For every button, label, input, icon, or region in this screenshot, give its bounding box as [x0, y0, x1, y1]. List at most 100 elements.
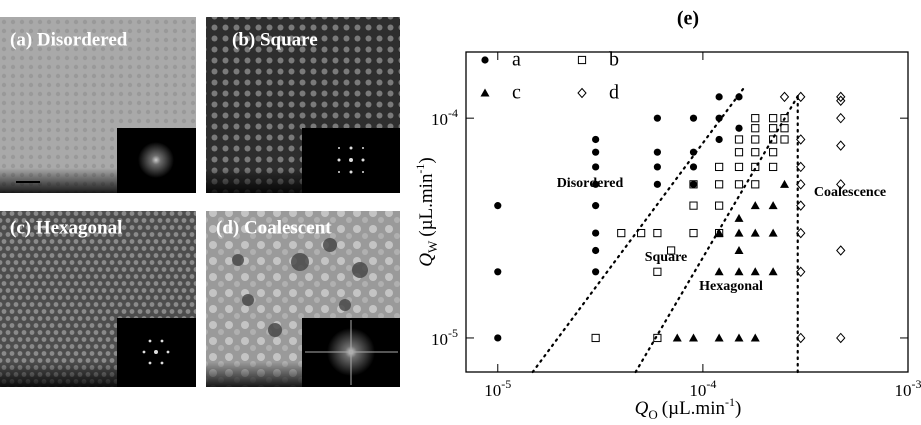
- point: [735, 149, 742, 156]
- figure: (a) Disordered (b) Square (c) Hexagonal …: [0, 0, 921, 425]
- point: [735, 125, 742, 132]
- point: [592, 136, 599, 143]
- legend-label: a: [512, 49, 521, 71]
- point: [716, 181, 723, 188]
- exponent: -1: [413, 164, 427, 174]
- tick-base: 10: [484, 381, 501, 400]
- tick-label: 10-5: [431, 326, 458, 349]
- point: [781, 125, 788, 132]
- point: [716, 163, 723, 170]
- tick-exponent: -4: [706, 377, 716, 391]
- tick-base: 10: [431, 330, 448, 349]
- point: [770, 149, 777, 156]
- point: [592, 268, 599, 275]
- point: [752, 136, 759, 143]
- panel-label: (d) Coalescent: [216, 217, 332, 238]
- point: [716, 136, 723, 143]
- close: ): [416, 157, 437, 163]
- point: [592, 247, 599, 254]
- point: [618, 229, 625, 236]
- point: [735, 246, 744, 254]
- subscript: W: [425, 240, 440, 253]
- point: [592, 163, 599, 170]
- point: [752, 115, 759, 122]
- point: [735, 181, 742, 188]
- close: ): [735, 398, 741, 419]
- chart-title: (e): [677, 8, 699, 30]
- annotation: Hexagonal: [699, 279, 763, 294]
- annotation: Disordered: [557, 176, 624, 191]
- point: [837, 114, 845, 123]
- symbol: Q: [416, 253, 437, 267]
- point: [592, 149, 599, 156]
- panel-label: (c) Hexagonal: [10, 217, 122, 238]
- panel-a: (a) Disordered: [0, 17, 196, 193]
- tick-base: 10: [431, 110, 448, 129]
- point: [781, 136, 788, 143]
- point: [716, 93, 723, 100]
- point: [494, 334, 501, 341]
- point: [752, 181, 759, 188]
- point: [735, 93, 742, 100]
- legend-marker: [481, 56, 488, 63]
- tick-base: 10: [689, 381, 706, 400]
- exponent: -1: [725, 395, 735, 409]
- point: [716, 115, 723, 122]
- panel-label: (a) Disordered: [10, 29, 128, 50]
- point: [654, 115, 661, 122]
- point: [752, 125, 759, 132]
- point: [780, 180, 789, 188]
- tick-base: 10: [895, 381, 912, 400]
- point: [735, 136, 742, 143]
- point: [494, 268, 501, 275]
- point: [735, 267, 744, 275]
- point: [654, 149, 661, 156]
- point: [735, 333, 744, 341]
- panel-d: (d) Coalescent: [206, 211, 400, 387]
- point: [781, 92, 789, 101]
- point: [770, 115, 777, 122]
- point: [735, 214, 744, 222]
- tick-exponent: -4: [448, 106, 458, 120]
- unit: (µL.min: [662, 398, 726, 419]
- point: [690, 202, 697, 209]
- point: [715, 333, 724, 341]
- legend-marker: [481, 89, 490, 97]
- legend-label: c: [512, 82, 521, 104]
- unit: (µL.min: [416, 173, 437, 237]
- point: [837, 333, 845, 342]
- symbol: Q: [635, 398, 649, 419]
- tick-label: 10-4: [431, 106, 458, 129]
- x-axis-label: QO(µL.min-1): [635, 395, 742, 422]
- point: [690, 229, 697, 236]
- point: [716, 202, 723, 209]
- point: [751, 333, 760, 341]
- point: [751, 229, 760, 237]
- point: [592, 229, 599, 236]
- point: [735, 163, 742, 170]
- point: [837, 141, 845, 150]
- tick-exponent: -5: [448, 326, 458, 340]
- point: [689, 333, 698, 341]
- point: [592, 334, 599, 341]
- annotation: Coalescence: [814, 185, 886, 200]
- tick-label: 10-3: [895, 377, 921, 400]
- point: [770, 125, 777, 132]
- point: [654, 229, 661, 236]
- legend-label: d: [609, 82, 619, 104]
- panel-label: (b) Square: [232, 29, 318, 50]
- legend-marker: [578, 56, 585, 63]
- point: [770, 163, 777, 170]
- point: [769, 267, 778, 275]
- legend-label: b: [609, 49, 619, 71]
- point: [673, 333, 682, 341]
- point: [494, 202, 501, 209]
- point: [837, 246, 845, 255]
- point: [769, 201, 778, 209]
- point: [751, 201, 760, 209]
- point: [715, 267, 724, 275]
- point: [690, 115, 697, 122]
- point: [690, 149, 697, 156]
- tick-label: 10-4: [689, 377, 716, 400]
- point: [735, 229, 744, 237]
